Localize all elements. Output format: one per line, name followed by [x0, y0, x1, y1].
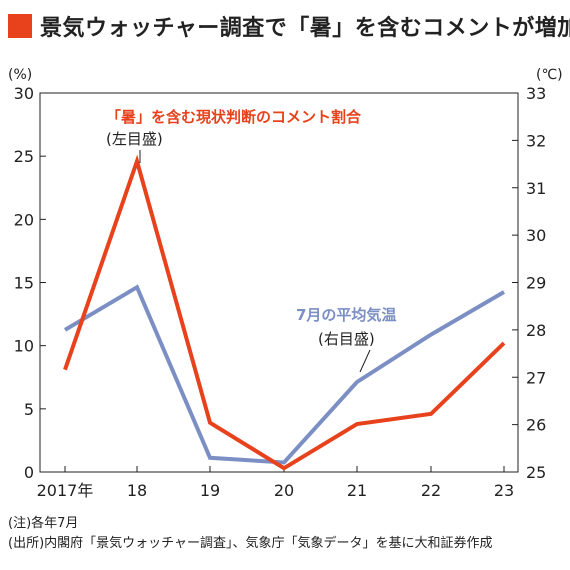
left-axis-unit: (%) [8, 67, 32, 83]
title-row: 景気ウォッチャー調査で「暑」を含むコメントが増加 [8, 4, 570, 48]
x-tick-label: 21 [347, 481, 367, 500]
footnote-note: (注)各年7月 [8, 516, 79, 531]
right-tick-label: 28 [526, 321, 546, 340]
series-lines [63, 154, 506, 471]
series-line-avg-temp [63, 284, 506, 465]
right-tick-label: 26 [526, 416, 546, 435]
series-line-comment-ratio [63, 154, 506, 471]
right-tick-label: 30 [526, 226, 546, 245]
left-tick-label: 20 [14, 210, 34, 229]
x-tick-label: 2017年 [37, 481, 94, 500]
x-tick-label: 23 [494, 481, 514, 500]
annotation-leader-temp [359, 349, 371, 373]
series-label-comment-ratio: 「暑」を含む現状判断のコメント割合 [106, 108, 362, 126]
series-axis-note-comment-ratio: (左目盛) [106, 130, 163, 148]
right-tick-label: 25 [526, 463, 546, 482]
left-tick-label: 30 [14, 84, 34, 103]
line-chart: 0 5 10 15 20 25 30 25 26 27 28 29 30 31 32 33 2017年 18 1… [8, 67, 563, 500]
x-tick-label: 22 [421, 481, 441, 500]
x-tick-label: 19 [200, 481, 220, 500]
right-tick-label: 32 [526, 131, 546, 150]
right-axis-unit: (℃) [536, 67, 563, 83]
left-axis: 0 5 10 15 20 25 30 [14, 84, 46, 482]
plot-border [39, 92, 519, 473]
right-tick-label: 27 [526, 368, 546, 387]
right-tick-label: 33 [526, 84, 546, 103]
series-label-avg-temp: 7月の平均気温 [296, 306, 396, 324]
left-tick-label: 5 [24, 400, 34, 419]
right-tick-label: 31 [526, 179, 546, 198]
left-tick-label: 25 [14, 147, 34, 166]
x-tick-label: 20 [274, 481, 294, 500]
chart-title: 景気ウォッチャー調査で「暑」を含むコメントが増加 [40, 16, 570, 41]
series-axis-note-avg-temp: (右目盛) [318, 330, 375, 348]
right-tick-label: 29 [526, 274, 546, 293]
x-tick-label: 18 [127, 481, 147, 500]
plot-frame [39, 92, 519, 473]
right-axis: 25 26 27 28 29 30 31 32 33 [512, 84, 546, 482]
left-tick-label: 10 [14, 337, 34, 356]
left-tick-label: 15 [14, 274, 34, 293]
footnote-source: (出所)内閣府「景気ウォッチャー調査」、気象庁「気象データ」を基に大和証券作成 [8, 536, 493, 551]
title-marker [8, 14, 32, 38]
left-tick-label: 0 [24, 463, 34, 482]
x-axis: 2017年 18 19 20 21 22 23 [37, 466, 514, 500]
